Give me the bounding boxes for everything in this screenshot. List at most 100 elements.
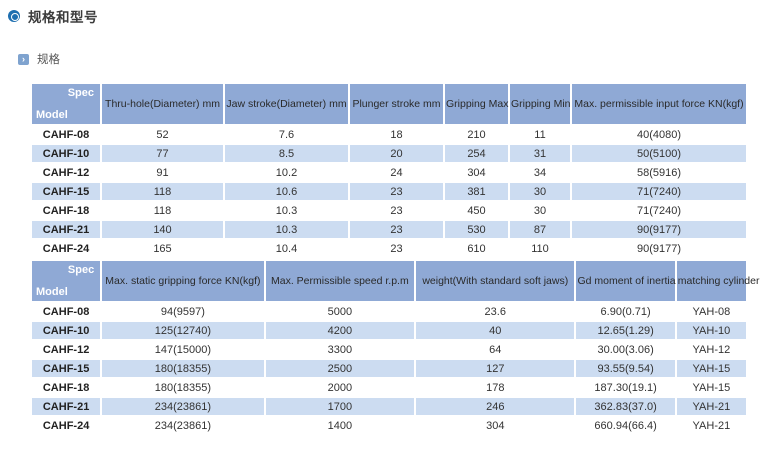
table-row: CAHF-21 140 10.3 23 530 87 90(9177) xyxy=(32,221,746,238)
value-cell: 23 xyxy=(350,183,443,200)
value-cell: 87 xyxy=(510,221,570,238)
value-cell: 23 xyxy=(350,202,443,219)
table-row: CAHF-12 91 10.2 24 304 34 58(5916) xyxy=(32,164,746,181)
model-cell: CAHF-12 xyxy=(32,341,101,358)
table-row: CAHF-15 118 10.6 23 381 30 71(7240) xyxy=(32,183,746,200)
value-cell: 52 xyxy=(102,126,223,143)
table-row: CAHF-24 165 10.4 23 610 110 90(9177) xyxy=(32,240,746,257)
column-header: Max. static gripping force KN(kgf) xyxy=(102,261,264,301)
column-header: matching cylinder xyxy=(676,261,759,301)
value-cell: YAH-21 xyxy=(676,417,746,434)
value-cell: 90(9177) xyxy=(572,240,746,257)
value-cell: 10.3 xyxy=(225,221,348,238)
value-cell: 304 xyxy=(416,417,575,434)
table-row: CAHF-21 234(23861) 1700 246 362.83(37.0) YAH-… xyxy=(32,398,746,415)
value-cell: 24 xyxy=(350,164,443,181)
value-cell: YAH-15 xyxy=(676,379,746,396)
spec-table-1: Spec Model Thru-hole(Diameter) mm Jaw st… xyxy=(30,82,748,259)
corner-spec-label: Spec xyxy=(67,87,94,99)
column-header: Thru-hole(Diameter) mm xyxy=(102,84,223,124)
value-cell: 12.65(1.29) xyxy=(576,322,675,339)
value-cell: 6.90(0.71) xyxy=(576,303,675,320)
table-row: CAHF-10 77 8.5 20 254 31 50(5100) xyxy=(32,145,746,162)
table2-body: CAHF-08 94(9597) 5000 23.6 6.90(0.71) YAH-08 C… xyxy=(32,303,746,434)
column-header: weight(With standard soft jaws) xyxy=(416,261,575,301)
value-cell: 77 xyxy=(102,145,223,162)
table-row: CAHF-10 125(12740) 4200 40 12.65(1.29) YAH-10 xyxy=(32,322,746,339)
model-cell: CAHF-12 xyxy=(32,164,100,181)
value-cell: 178 xyxy=(416,379,575,396)
value-cell: 31 xyxy=(510,145,570,162)
value-cell: 118 xyxy=(102,202,223,219)
value-cell: 2500 xyxy=(265,360,415,377)
model-cell: CAHF-18 xyxy=(32,379,101,396)
table-row: CAHF-24 234(23861) 1400 304 660.94(66.4) YAH-… xyxy=(32,417,746,434)
table-row: CAHF-18 118 10.3 23 450 30 71(7240) xyxy=(32,202,746,219)
page-title-row: 规格和型号 xyxy=(8,6,98,26)
model-cell: CAHF-15 xyxy=(32,183,100,200)
value-cell: 23.6 xyxy=(416,303,575,320)
value-cell: 234(23861) xyxy=(102,417,264,434)
value-cell: 7.6 xyxy=(225,126,348,143)
value-cell: 660.94(66.4) xyxy=(576,417,675,434)
value-cell: 125(12740) xyxy=(102,322,264,339)
value-cell: 147(15000) xyxy=(102,341,264,358)
model-cell: CAHF-15 xyxy=(32,360,101,377)
column-header: Gripping Max xyxy=(445,84,508,124)
value-cell: YAH-21 xyxy=(676,398,746,415)
model-cell: CAHF-24 xyxy=(32,240,100,257)
header-row: Spec Model Thru-hole(Diameter) mm Jaw st… xyxy=(32,84,746,124)
value-cell: 93.55(9.54) xyxy=(576,360,675,377)
value-cell: 180(18355) xyxy=(102,379,264,396)
value-cell: 187.30(19.1) xyxy=(576,379,675,396)
value-cell: YAH-15 xyxy=(676,360,746,377)
table1-body: CAHF-08 52 7.6 18 210 11 40(4080) CAHF-10 77 8.5 2… xyxy=(32,126,746,257)
value-cell: 11 xyxy=(510,126,570,143)
model-cell: CAHF-08 xyxy=(32,126,100,143)
table-row: CAHF-15 180(18355) 2500 127 93.55(9.54) YAH-1… xyxy=(32,360,746,377)
value-cell: 10.3 xyxy=(225,202,348,219)
spec-tables: Spec Model Thru-hole(Diameter) mm Jaw st… xyxy=(30,82,759,436)
model-cell: CAHF-10 xyxy=(32,322,101,339)
page-title: 规格和型号 xyxy=(28,10,98,25)
value-cell: 127 xyxy=(416,360,575,377)
value-cell: 71(7240) xyxy=(572,183,746,200)
value-cell: 2000 xyxy=(265,379,415,396)
value-cell: YAH-08 xyxy=(676,303,746,320)
value-cell: 1400 xyxy=(265,417,415,434)
value-cell: 10.4 xyxy=(225,240,348,257)
value-cell: 234(23861) xyxy=(102,398,264,415)
value-cell: 381 xyxy=(445,183,508,200)
model-cell: CAHF-21 xyxy=(32,221,100,238)
table-row: CAHF-08 94(9597) 5000 23.6 6.90(0.71) YAH-08 xyxy=(32,303,746,320)
column-header: Plunger stroke mm xyxy=(350,84,443,124)
value-cell: 34 xyxy=(510,164,570,181)
value-cell: 30.00(3.06) xyxy=(576,341,675,358)
corner-cell: Spec Model xyxy=(32,84,100,124)
column-header: Max. permissible input force KN(kgf) xyxy=(572,84,746,124)
value-cell: 5000 xyxy=(265,303,415,320)
value-cell: 246 xyxy=(416,398,575,415)
value-cell: 165 xyxy=(102,240,223,257)
model-cell: CAHF-24 xyxy=(32,417,101,434)
value-cell: 64 xyxy=(416,341,575,358)
section-label: 规格 xyxy=(37,54,60,66)
value-cell: 23 xyxy=(350,221,443,238)
value-cell: 40(4080) xyxy=(572,126,746,143)
model-cell: CAHF-08 xyxy=(32,303,101,320)
value-cell: 23 xyxy=(350,240,443,257)
table-row: CAHF-08 52 7.6 18 210 11 40(4080) xyxy=(32,126,746,143)
value-cell: 530 xyxy=(445,221,508,238)
value-cell: 40 xyxy=(416,322,575,339)
value-cell: 210 xyxy=(445,126,508,143)
model-cell: CAHF-21 xyxy=(32,398,101,415)
corner-model-label: Model xyxy=(36,109,68,121)
value-cell: 3300 xyxy=(265,341,415,358)
spec-table-2: Spec Model Max. static gripping force KN… xyxy=(30,259,759,436)
column-header: Gripping Min xyxy=(510,84,571,124)
chevron-square-icon: › xyxy=(18,53,29,65)
value-cell: 118 xyxy=(102,183,223,200)
value-cell: 304 xyxy=(445,164,508,181)
corner-model-label: Model xyxy=(36,286,68,298)
column-header: Max. Permissible speed r.p.m xyxy=(265,261,415,301)
